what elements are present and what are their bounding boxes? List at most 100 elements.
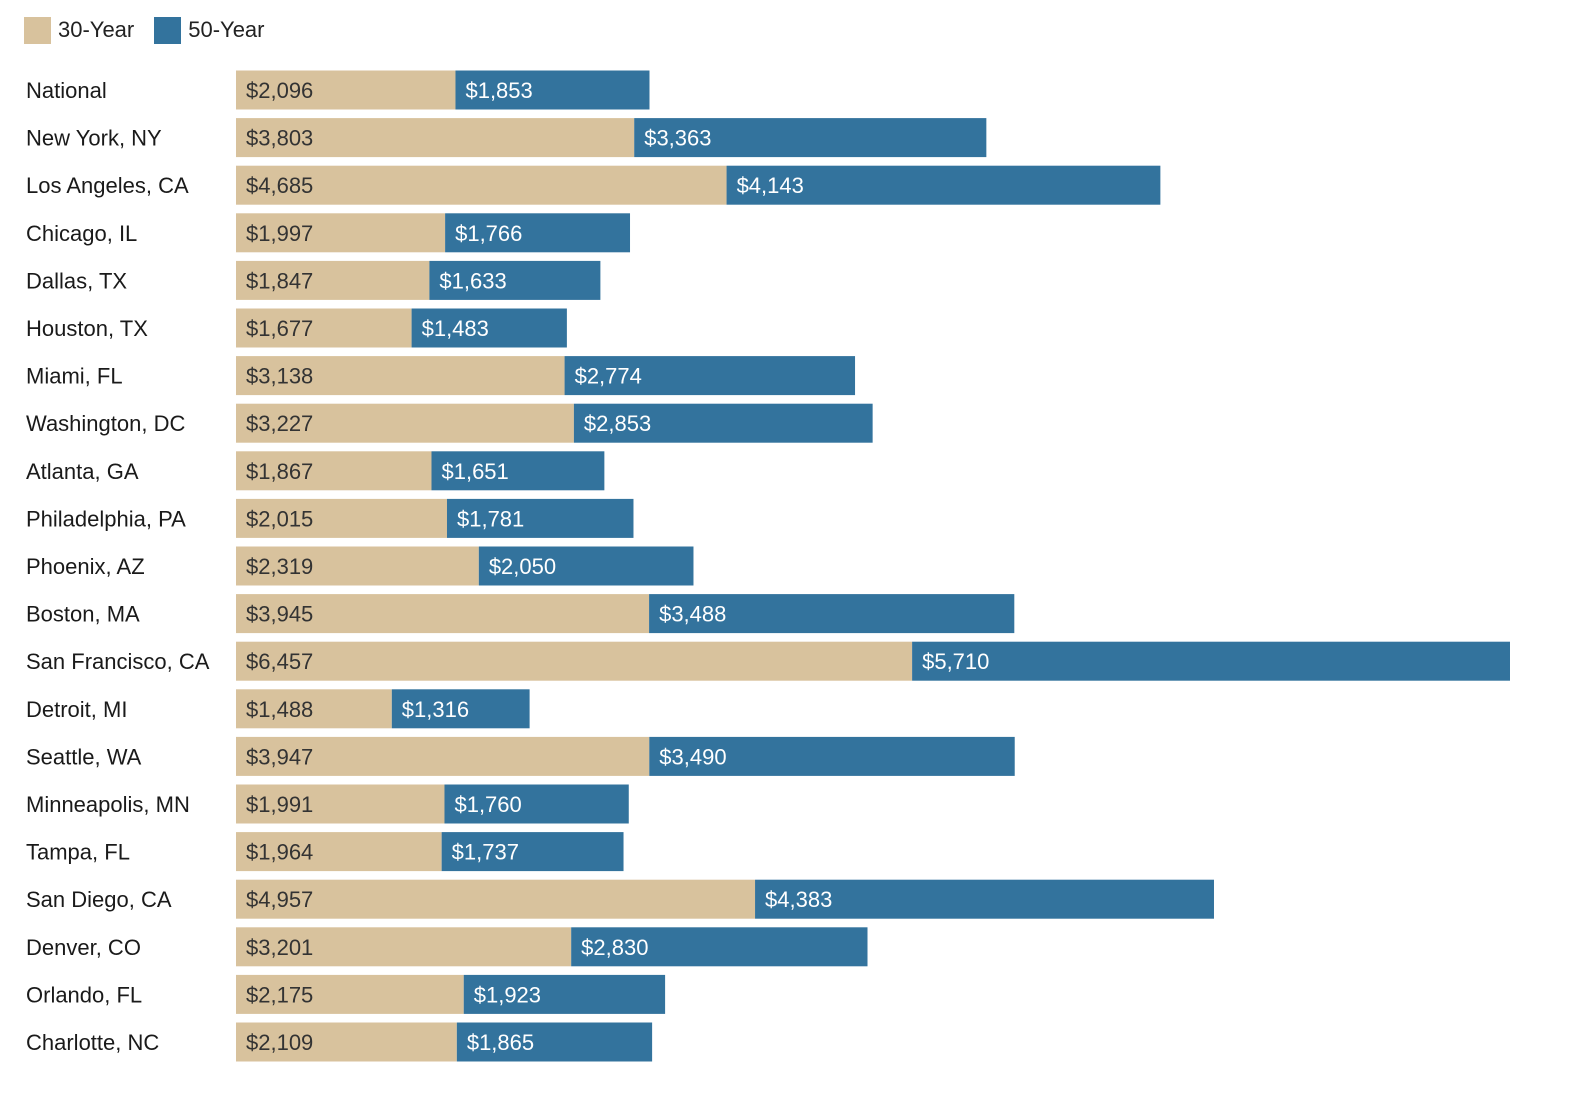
value-label-30-year: $1,997 (246, 221, 313, 246)
bar-30-year (236, 1022, 457, 1062)
bar-50-year (463, 974, 666, 1014)
value-label-50-year: $1,651 (441, 459, 508, 484)
category-label: Phoenix, AZ (26, 554, 145, 579)
value-label-50-year: $1,760 (454, 792, 521, 817)
value-label-30-year: $2,109 (246, 1030, 313, 1055)
bar-30-year (236, 498, 447, 538)
bar-30-year (236, 689, 392, 729)
bar-30-year (236, 974, 464, 1014)
bar-50-year (455, 70, 650, 110)
bar-row-charlotte-nc: Charlotte, NC $2,109 $1,865 (26, 1022, 653, 1062)
bar-row-minneapolis-mn: Minneapolis, MN $1,991 $1,760 (26, 784, 629, 824)
bar-30-year (236, 213, 446, 253)
category-label: Orlando, FL (26, 982, 142, 1007)
bar-row-denver-co: Denver, CO $3,201 $2,830 (26, 927, 868, 967)
bar-30-year (236, 546, 479, 586)
bar-30-year (236, 165, 727, 205)
category-label: Denver, CO (26, 935, 141, 960)
category-label: Charlotte, NC (26, 1030, 159, 1055)
bar-50-year (391, 689, 530, 729)
bar-30-year (236, 832, 442, 872)
legend-swatch-30-year (24, 16, 51, 44)
bar-30-year (236, 927, 572, 967)
legend: 30-Year 50-Year (24, 16, 285, 44)
value-label-30-year: $1,488 (246, 697, 313, 722)
bar-row-new-york-ny: New York, NY $3,803 $3,363 (26, 118, 987, 158)
value-label-30-year: $2,096 (246, 78, 313, 103)
bar-row-boston-ma: Boston, MA $3,945 $3,488 (26, 594, 1015, 634)
bar-30-year (236, 260, 430, 300)
bar-row-dallas-tx: Dallas, TX $1,847 $1,633 (26, 260, 601, 300)
value-label-50-year: $2,050 (489, 554, 556, 579)
value-label-30-year: $4,957 (246, 887, 313, 912)
bar-row-san-diego-ca: San Diego, CA $4,957 $4,383 (26, 879, 1214, 919)
bar-30-year (236, 641, 913, 681)
bar-row-atlanta-ga: Atlanta, GA $1,867 $1,651 (26, 451, 605, 491)
value-label-50-year: $1,737 (452, 840, 519, 865)
bar-50-year (564, 356, 856, 396)
bar-50-year (446, 498, 634, 538)
bar-50-year (441, 832, 624, 872)
value-label-30-year: $2,175 (246, 982, 313, 1007)
bar-row-miami-fl: Miami, FL $3,138 $2,774 (26, 356, 856, 396)
bar-50-year (445, 213, 631, 253)
bar-30-year (236, 736, 650, 776)
value-label-30-year: $3,803 (246, 126, 313, 151)
bar-30-year (236, 784, 445, 824)
value-label-30-year: $3,945 (246, 602, 313, 627)
value-label-50-year: $4,383 (765, 887, 832, 912)
bar-50-year (411, 308, 567, 348)
category-label: Detroit, MI (26, 697, 127, 722)
bar-row-tampa-fl: Tampa, FL $1,964 $1,737 (26, 832, 624, 872)
value-label-50-year: $1,853 (465, 78, 532, 103)
value-label-30-year: $4,685 (246, 173, 313, 198)
value-label-50-year: $3,488 (659, 602, 726, 627)
value-label-30-year: $6,457 (246, 649, 313, 674)
category-label: Minneapolis, MN (26, 792, 190, 817)
value-label-30-year: $2,319 (246, 554, 313, 579)
bar-30-year (236, 879, 756, 919)
category-label: Atlanta, GA (26, 459, 139, 484)
category-label: Houston, TX (26, 316, 148, 341)
category-label: Chicago, IL (26, 221, 137, 246)
category-label: Seattle, WA (26, 744, 142, 769)
bar-row-philadelphia-pa: Philadelphia, PA $2,015 $1,781 (26, 498, 634, 538)
value-label-30-year: $3,201 (246, 935, 313, 960)
value-label-30-year: $1,964 (246, 840, 313, 865)
bar-row-seattle-wa: Seattle, WA $3,947 $3,490 (26, 736, 1015, 776)
bar-row-chicago-il: Chicago, IL $1,997 $1,766 (26, 213, 631, 253)
value-label-30-year: $2,015 (246, 506, 313, 531)
category-label: Dallas, TX (26, 268, 127, 293)
value-label-50-year: $1,316 (402, 697, 469, 722)
category-label: Miami, FL (26, 364, 123, 389)
category-label: Los Angeles, CA (26, 173, 189, 198)
value-label-30-year: $1,991 (246, 792, 313, 817)
value-label-30-year: $3,227 (246, 411, 313, 436)
value-label-50-year: $2,774 (575, 364, 642, 389)
bar-30-year (236, 403, 574, 443)
bar-50-year (429, 260, 601, 300)
bar-30-year (236, 356, 565, 396)
bar-row-washington-dc: Washington, DC $3,227 $2,853 (26, 403, 873, 443)
bar-30-year (236, 594, 650, 634)
value-label-50-year: $1,766 (455, 221, 522, 246)
bar-row-national: National $2,096 $1,853 (26, 70, 650, 110)
value-label-50-year: $2,830 (581, 935, 648, 960)
bar-row-houston-tx: Houston, TX $1,677 $1,483 (26, 308, 567, 348)
bar-50-year (634, 118, 987, 158)
bar-50-year (456, 1022, 653, 1062)
legend-label-50-year: 50-Year (188, 17, 265, 42)
value-label-50-year: $5,710 (922, 649, 989, 674)
category-label: Washington, DC (26, 411, 185, 436)
value-label-30-year: $3,947 (246, 744, 313, 769)
category-label: Boston, MA (26, 602, 140, 627)
bar-30-year (236, 118, 635, 158)
value-label-50-year: $4,143 (737, 173, 804, 198)
value-label-30-year: $3,138 (246, 364, 313, 389)
category-label: Philadelphia, PA (26, 506, 186, 531)
value-label-50-year: $1,923 (474, 982, 541, 1007)
legend-item-30-year: 30-Year (24, 16, 134, 44)
bar-50-year (444, 784, 629, 824)
category-label: San Francisco, CA (26, 649, 210, 674)
